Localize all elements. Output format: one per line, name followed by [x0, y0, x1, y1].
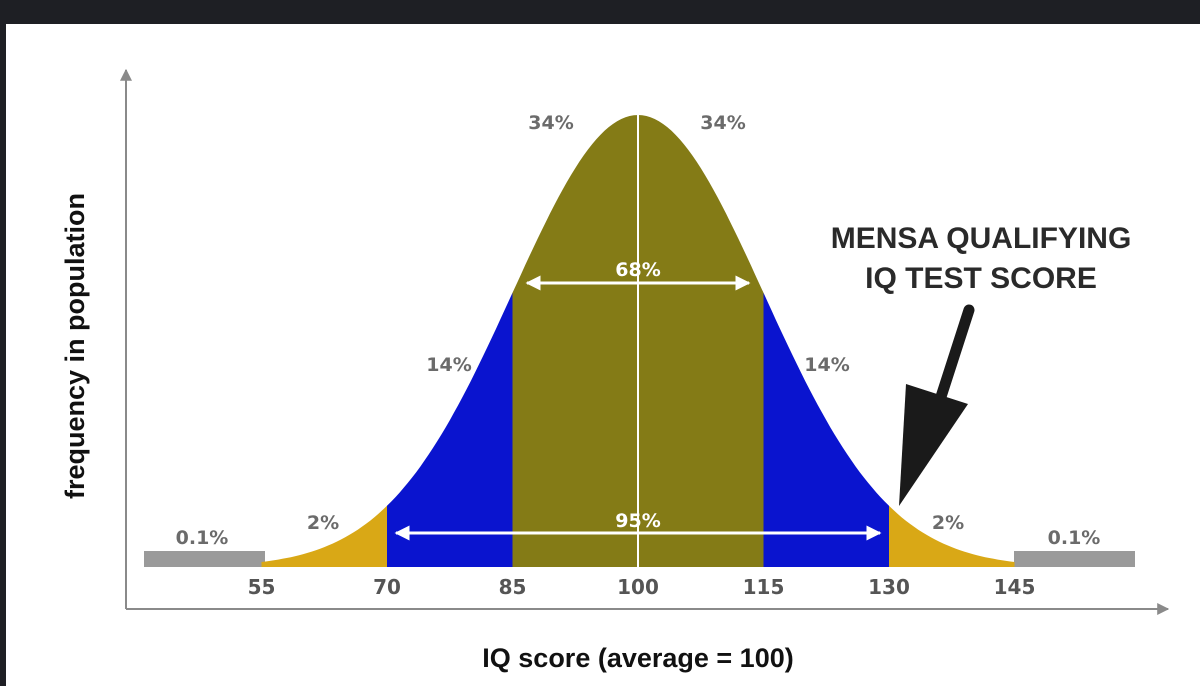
x-tick-label: 85	[499, 575, 527, 599]
band-right-1to2sd	[763, 292, 889, 567]
label-center-left: 34%	[528, 112, 573, 134]
label-left-tail: 0.1%	[176, 527, 229, 549]
band-left-1to2sd	[387, 292, 513, 567]
x-tick-label: 130	[868, 575, 910, 599]
mensa-annotation-line1: MENSA QUALIFYING	[831, 222, 1132, 255]
band-right-2to3sd	[889, 505, 1015, 567]
y-axis-title: frequency in population	[60, 193, 90, 499]
label-right-2to3sd: 2%	[932, 512, 964, 534]
label-within-2sd: 95%	[615, 510, 660, 532]
iq-distribution-chart: 34% 34% 68% 14% 14% 2% 2% 0.1% 0.1% 95% …	[60, 68, 1170, 673]
mensa-annotation-line2: IQ TEST SCORE	[865, 262, 1097, 295]
mensa-arrow-icon	[899, 304, 975, 506]
label-left-2to3sd: 2%	[307, 512, 339, 534]
label-right-tail: 0.1%	[1048, 527, 1101, 549]
x-tick-label: 145	[994, 575, 1036, 599]
right-tail-bar	[1014, 551, 1135, 567]
label-left-1to2sd: 14%	[426, 354, 471, 376]
x-tick-labels: 55 70 85 100 115 130 145	[248, 575, 1036, 599]
x-tick-label: 100	[617, 575, 659, 599]
x-tick-label: 70	[373, 575, 401, 599]
label-within-1sd: 68%	[615, 259, 660, 281]
label-center-right: 34%	[700, 112, 745, 134]
left-tail-bar	[144, 551, 265, 567]
x-axis-title: IQ score (average = 100)	[482, 643, 793, 673]
band-left-2to3sd	[261, 505, 387, 567]
chart-panel: 34% 34% 68% 14% 14% 2% 2% 0.1% 0.1% 95% …	[6, 24, 1200, 686]
x-tick-label: 115	[743, 575, 785, 599]
label-right-1to2sd: 14%	[804, 354, 849, 376]
x-tick-label: 55	[248, 575, 276, 599]
